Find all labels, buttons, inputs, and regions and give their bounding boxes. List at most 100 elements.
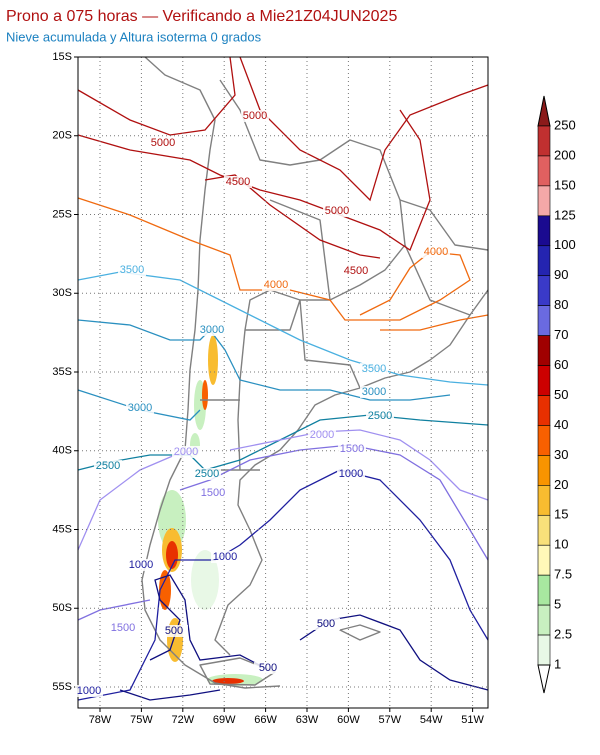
subtitle: Nieve acumulada y Altura isoterma 0 grad… — [6, 29, 262, 44]
contour-label: 1000 — [77, 685, 101, 697]
colorbar-swatch — [537, 245, 551, 277]
contour-label-bg — [360, 363, 388, 375]
colorbar-label: 100 — [554, 237, 576, 252]
contour-label: 4000 — [424, 246, 448, 258]
colorbar-swatch — [537, 335, 551, 366]
colorbar-arrow-bottom — [537, 664, 551, 694]
contour-label: 1500 — [111, 622, 135, 634]
contour-label-bg — [254, 662, 282, 674]
contour-label-bg — [198, 324, 226, 336]
contour-label-bg — [160, 625, 188, 637]
contour-label: 3000 — [362, 386, 386, 398]
colorbar-swatch — [537, 215, 551, 247]
colorbar-label: 7.5 — [554, 567, 572, 582]
contour-label: 4500 — [344, 265, 368, 277]
snow-shading — [158, 335, 263, 686]
colorbar-swatch — [537, 544, 551, 576]
colorbar-label: 150 — [554, 177, 576, 192]
contour-label-bg — [366, 410, 394, 422]
colorbar-label: 40 — [554, 417, 568, 432]
contour-label: 2000 — [310, 429, 334, 441]
contour-label: 1000 — [339, 468, 363, 480]
lat-tick-label: 15S — [52, 51, 72, 63]
contour-label-bg — [127, 559, 155, 571]
contour-label: 5000 — [243, 110, 267, 122]
colorbar-swatch — [537, 455, 551, 486]
colorbar-swatch — [537, 425, 551, 456]
lon-tick-label: 57W — [378, 714, 401, 726]
contour-label-bg — [172, 446, 200, 458]
contour-label: 500 — [259, 662, 277, 674]
colorbar-label: 10 — [554, 537, 568, 552]
lon-tick-label: 60W — [337, 714, 360, 726]
colorbar-swatch — [537, 305, 551, 336]
contour-label-bg — [149, 137, 177, 149]
colorbar-label: 1 — [554, 656, 561, 671]
contour-label-bg — [126, 402, 154, 414]
colorbar-swatch — [537, 275, 551, 306]
contour-label-bg — [193, 468, 221, 480]
lon-tick-label: 51W — [461, 714, 484, 726]
contour-label-bg — [224, 176, 252, 188]
contour-label-bg — [109, 622, 137, 634]
colorbar-label: 90 — [554, 267, 568, 282]
colorbar-swatch — [537, 185, 551, 217]
colorbar-label: 250 — [554, 117, 576, 132]
lon-tick-label: 78W — [89, 714, 112, 726]
lon-tick-label: 75W — [130, 714, 153, 726]
contour-label-bg — [262, 279, 290, 291]
colorbar-swatch — [537, 125, 551, 157]
contour-label-bg — [338, 443, 366, 455]
colorbar-swatch — [537, 604, 551, 636]
lat-tick-label: 30S — [52, 287, 72, 299]
colorbar-label: 20 — [554, 477, 568, 492]
lon-tick-label: 66W — [254, 714, 277, 726]
contour-label-bg — [211, 551, 239, 563]
contour-label-bg — [94, 460, 122, 472]
map: 15S 20S 25S 30S 35S 40S 45S 50S 55S 78W 75W 72W 69W 6… — [52, 51, 489, 726]
contour-label-bg — [342, 265, 370, 277]
contour-label: 2500 — [96, 460, 120, 472]
map-frame — [77, 56, 489, 709]
contour-label: 1500 — [340, 443, 364, 455]
lat-tick-label: 50S — [52, 602, 72, 614]
colorbar-label: 60 — [554, 357, 568, 372]
contour-label: 2500 — [368, 410, 392, 422]
colorbar-label: 125 — [554, 207, 576, 222]
contour-label: 500 — [165, 625, 183, 637]
contour-label: 3000 — [128, 402, 152, 414]
contour-label: 1000 — [213, 551, 237, 563]
lat-tick-label: 35S — [52, 366, 72, 378]
contour-label: 3500 — [120, 264, 144, 276]
colorbar-arrow-top — [537, 95, 551, 127]
contour-label-bg — [75, 685, 103, 697]
graticule — [78, 57, 488, 708]
contour-label-bg — [199, 487, 227, 499]
contour-label-bg — [118, 264, 146, 276]
colorbar-label: 30 — [554, 447, 568, 462]
colorbar-label: 5 — [554, 597, 561, 612]
contour-label: 4500 — [226, 176, 250, 188]
contour-label-bg — [337, 468, 365, 480]
contour-label-bg — [241, 110, 269, 122]
contour-label: 1500 — [201, 487, 225, 499]
lat-tick-label: 40S — [52, 445, 72, 457]
lon-tick-label: 63W — [296, 714, 319, 726]
contour-label-bg — [323, 205, 351, 217]
contour-label-bg — [312, 618, 340, 630]
contour-label: 3000 — [200, 324, 224, 336]
colorbar-label: 2.5 — [554, 626, 572, 641]
colorbar-swatch — [537, 365, 551, 396]
contour-label: 3500 — [362, 363, 386, 375]
contour-label: 5000 — [151, 137, 175, 149]
colorbar-label: 70 — [554, 327, 568, 342]
coastlines — [141, 56, 489, 689]
contour-label: 2500 — [195, 468, 219, 480]
colorbar-swatch — [537, 155, 551, 187]
colorbar-label: 50 — [554, 387, 568, 402]
colorbar-swatch — [537, 574, 551, 606]
contours — [77, 56, 489, 701]
contour-label-bg — [422, 246, 450, 258]
